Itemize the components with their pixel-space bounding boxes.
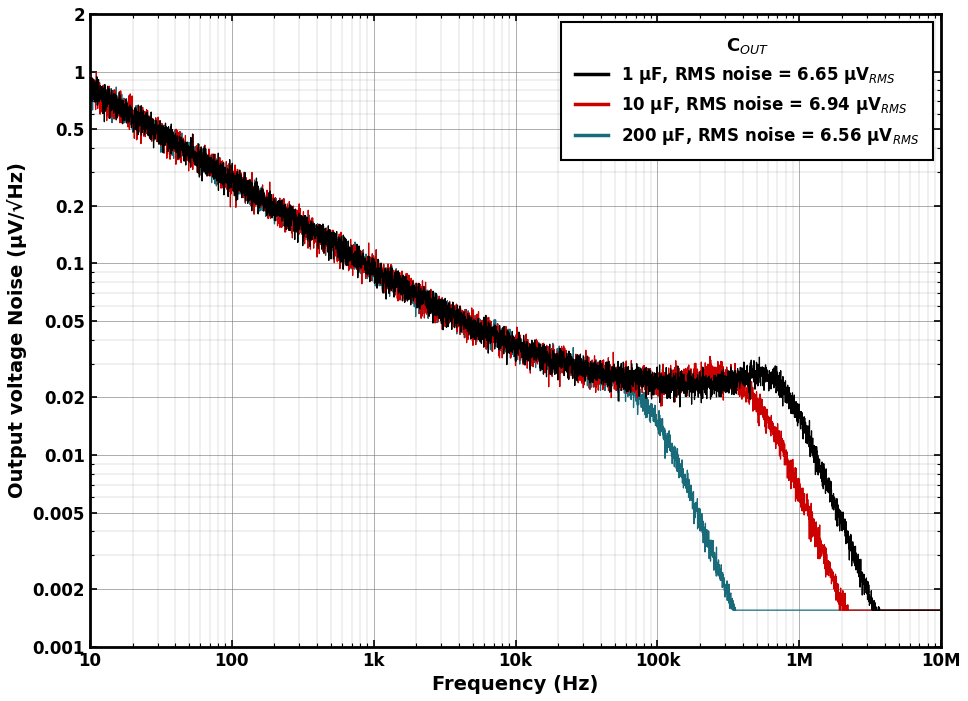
Legend: 1 μF, RMS noise = 6.65 μV$_{RMS}$, 10 μF, RMS noise = 6.94 μV$_{RMS}$, 200 μF, R: 1 μF, RMS noise = 6.65 μV$_{RMS}$, 10 μF… (561, 22, 933, 160)
X-axis label: Frequency (Hz): Frequency (Hz) (433, 675, 599, 694)
Y-axis label: Output voltage Noise (μV/√Hz): Output voltage Noise (μV/√Hz) (7, 163, 27, 498)
